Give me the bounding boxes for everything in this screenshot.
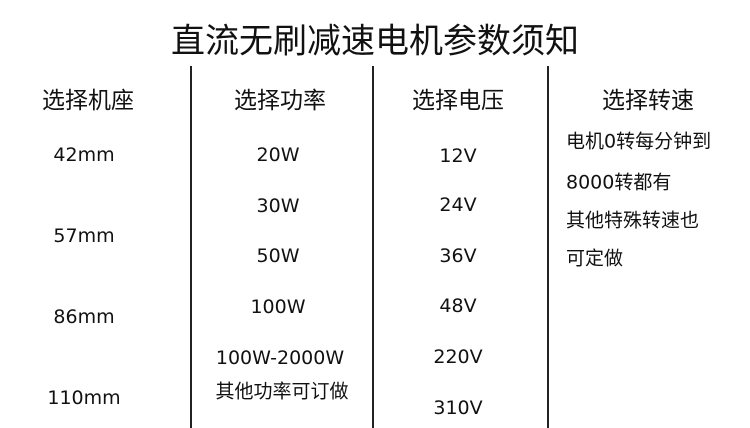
voltage-value: 12V [439, 145, 477, 167]
speed-note: 8000转都有 [566, 171, 672, 194]
power-value: 100W-2000W [215, 347, 345, 369]
power-value: 50W [256, 245, 300, 267]
header-voltage: 选择电压 [412, 88, 504, 114]
power-value: 30W [256, 195, 300, 217]
voltage-value: 220V [433, 346, 483, 368]
frame-value: 110mm [47, 387, 121, 409]
power-value: 20W [256, 144, 300, 166]
divider [372, 66, 374, 428]
voltage-value: 24V [439, 194, 477, 216]
page-title: 直流无刷减速电机参数须知 [171, 21, 579, 62]
header-frame: 选择机座 [42, 88, 134, 114]
voltage-value: 310V [433, 397, 483, 419]
speed-note: 其他特殊转速也 [566, 209, 700, 232]
frame-value: 42mm [53, 144, 115, 166]
header-power: 选择功率 [234, 88, 326, 114]
power-value: 其他功率可订做 [215, 380, 349, 403]
header-speed: 选择转速 [602, 88, 694, 114]
speed-note: 电机0转每分钟到 [566, 130, 712, 153]
power-value: 100W [250, 296, 306, 318]
divider [547, 66, 549, 428]
speed-note: 可定做 [566, 247, 624, 270]
frame-value: 57mm [53, 225, 115, 247]
divider [190, 66, 192, 428]
frame-value: 86mm [53, 306, 115, 328]
voltage-value: 36V [439, 245, 477, 267]
voltage-value: 48V [439, 295, 477, 317]
